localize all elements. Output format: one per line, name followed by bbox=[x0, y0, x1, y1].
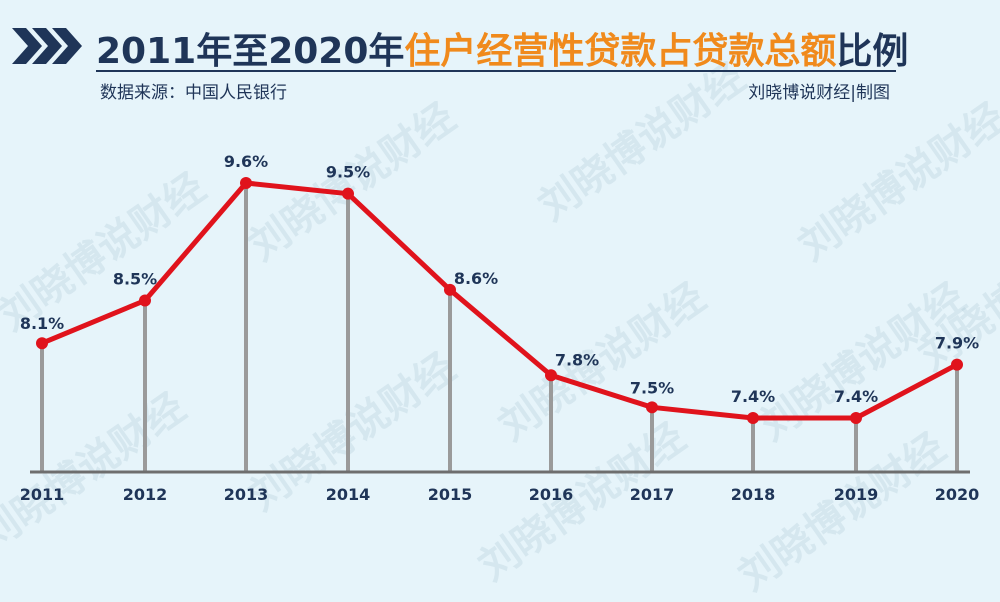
series-line bbox=[41, 180, 959, 421]
line-chart: 8.1% 8.5% 9.6% 9.5% 8.6% 7.8% 7.5% 7.4% 7.4% 7.9%… bbox=[20, 152, 980, 504]
data-point bbox=[342, 187, 354, 200]
x-tick-label: 2012 bbox=[123, 485, 168, 504]
data-label: 9.6% bbox=[224, 152, 268, 171]
data-point bbox=[646, 401, 658, 414]
data-point bbox=[850, 412, 862, 424]
data-point bbox=[545, 369, 557, 382]
data-label: 9.5% bbox=[326, 163, 370, 182]
data-label: 7.8% bbox=[555, 350, 599, 369]
x-tick-label: 2016 bbox=[529, 485, 574, 504]
x-tick-label: 2019 bbox=[834, 485, 879, 504]
x-tick-label: 2014 bbox=[326, 485, 371, 504]
header: 2011年至2020年住户经营性贷款占贷款总额比例 数据来源：中国人民银行 刘晓… bbox=[0, 0, 1000, 110]
data-point bbox=[139, 294, 151, 307]
data-label: 7.4% bbox=[731, 387, 775, 406]
x-tick-label: 2017 bbox=[630, 485, 675, 504]
chart-title: 2011年至2020年住户经营性贷款占贷款总额比例 bbox=[96, 22, 908, 74]
data-source: 数据来源：中国人民银行 bbox=[100, 83, 287, 103]
data-point bbox=[444, 283, 456, 296]
title-prefix: 2011年至2020年 bbox=[96, 31, 405, 72]
data-point bbox=[36, 337, 48, 350]
title-suffix: 比例 bbox=[836, 31, 909, 72]
data-label: 7.4% bbox=[834, 387, 878, 406]
title-highlight: 住户经营性贷款占贷款总额 bbox=[404, 31, 837, 72]
title-rule bbox=[96, 70, 896, 72]
x-tick-label: 2020 bbox=[935, 485, 980, 504]
data-point bbox=[951, 358, 963, 371]
data-label: 7.5% bbox=[630, 378, 674, 397]
data-label: 8.5% bbox=[113, 270, 157, 289]
x-tick-label: 2013 bbox=[224, 485, 269, 504]
chart-credit: 刘晓博说财经|制图 bbox=[748, 83, 890, 103]
data-label: 8.1% bbox=[20, 314, 64, 333]
chevron-icon bbox=[12, 28, 82, 64]
data-point bbox=[240, 177, 252, 189]
x-tick-label: 2011 bbox=[20, 485, 65, 504]
data-label: 7.9% bbox=[935, 334, 979, 353]
data-label: 8.6% bbox=[454, 269, 498, 288]
x-tick-label: 2018 bbox=[731, 485, 776, 504]
data-point bbox=[747, 412, 759, 424]
x-tick-label: 2015 bbox=[428, 485, 473, 504]
